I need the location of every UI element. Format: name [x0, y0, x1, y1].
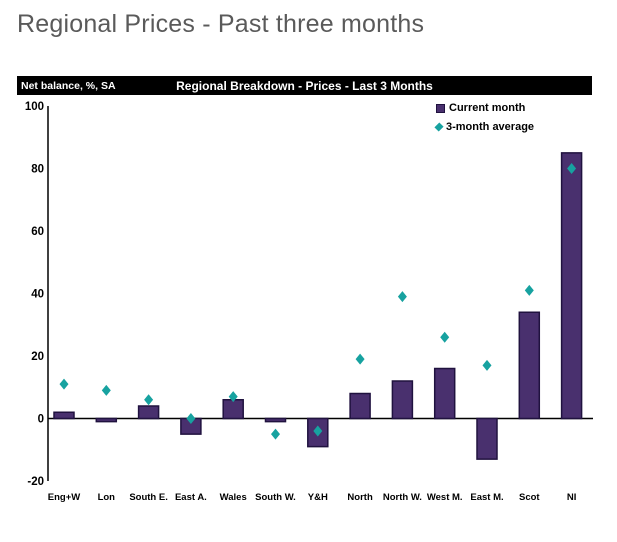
xtick-label-y-h: Y&H: [308, 492, 328, 503]
ytick-label--20: -20: [27, 476, 44, 488]
diamond-lon: [101, 384, 111, 396]
diamond-west-m: [440, 331, 450, 343]
diamond-south-e: [144, 394, 154, 406]
xtick-label-north-w: North W.: [383, 492, 422, 503]
diamond-scot: [524, 284, 534, 296]
bar-south-w: [264, 417, 287, 423]
xtick-label-wales: Wales: [220, 492, 247, 503]
xtick-label-west-m: West M.: [427, 492, 463, 503]
diamond-north: [355, 353, 365, 365]
bar-ni: [560, 152, 583, 420]
diamond-y-h: [313, 425, 323, 437]
xtick-label-east-a: East A.: [175, 492, 207, 503]
diamond-eng-w: [59, 378, 69, 390]
ytick-label-0: 0: [38, 414, 44, 426]
diamond-east-m: [482, 359, 492, 371]
bar-east-m: [476, 417, 498, 460]
xtick-label-east-m: East M.: [470, 492, 503, 503]
bar-swatch-icon: [436, 103, 445, 113]
bar-west-m: [433, 367, 456, 420]
page-title: Regional Prices - Past three months: [17, 10, 425, 38]
xtick-label-eng-w: Eng+W: [48, 492, 80, 503]
ytick-label-40: 40: [31, 289, 44, 301]
bar-eng-w: [53, 411, 75, 420]
bar-scot: [518, 311, 541, 420]
chart-header-bar: Net balance, %, SA Regional Breakdown - …: [17, 76, 592, 95]
bar-north: [349, 392, 371, 420]
legend-label-3-month-average: 3-month average: [446, 121, 535, 133]
legend: Current month 3-month average: [434, 102, 535, 133]
ytick-label-60: 60: [31, 226, 44, 238]
ytick-label-20: 20: [31, 351, 44, 363]
ytick-label-100: 100: [25, 101, 44, 113]
ytick-label-80: 80: [31, 164, 44, 176]
diamond-ni: [567, 163, 577, 174]
diamond-north-w: [397, 291, 407, 303]
bar-north-w: [391, 380, 414, 420]
chart-title: Regional Breakdown - Prices - Last 3 Mon…: [176, 78, 433, 93]
bar-south-e: [137, 405, 160, 420]
diamond-wales: [228, 391, 238, 403]
xtick-label-north: North: [347, 492, 373, 503]
legend-label-current-month: Current month: [449, 102, 526, 114]
diamond-swatch-icon: [434, 122, 444, 132]
diamond-south-w: [271, 428, 280, 440]
bar-wales: [222, 399, 244, 420]
xtick-label-scot: Scot: [519, 492, 540, 503]
xtick-label-south-w: South W.: [255, 492, 296, 503]
diamond-east-a: [186, 413, 196, 424]
xtick-label-ni: NI: [567, 492, 577, 503]
yaxis-units-label: Net balance, %, SA: [21, 79, 116, 92]
legend-item-current-month: Current month: [436, 102, 534, 114]
xtick-label-lon: Lon: [98, 492, 116, 503]
xtick-label-south-e: South E.: [129, 492, 168, 503]
bar-lon: [95, 417, 118, 423]
legend-item-3-month-average: 3-month average: [434, 121, 535, 133]
